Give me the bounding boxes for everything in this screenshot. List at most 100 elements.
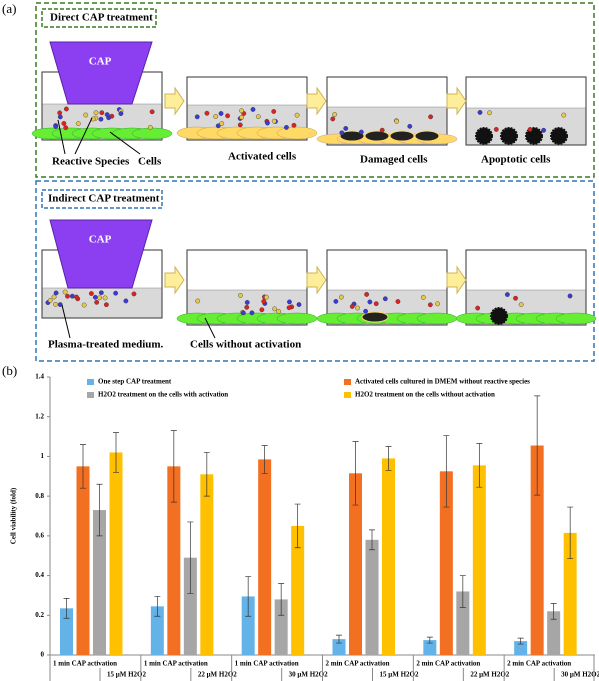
reactive-species: [118, 111, 124, 117]
reactive-species: [90, 116, 96, 122]
bar: [291, 525, 305, 655]
reactive-species: [338, 294, 344, 300]
reactive-species: [527, 127, 533, 132]
diagram-label: Cells: [138, 156, 162, 168]
reactive-species: [215, 123, 221, 129]
indirect-title: Indirect CAP treatment: [48, 193, 160, 205]
reactive-species: [349, 304, 355, 309]
reactive-species: [286, 305, 292, 311]
error-bar: [443, 435, 450, 508]
y-tick-label: 0.8: [35, 492, 44, 500]
reactive-species: [339, 130, 345, 136]
reactive-species: [53, 290, 59, 296]
reactive-species: [103, 302, 109, 308]
reactive-species: [238, 293, 243, 298]
error-bar: [476, 443, 483, 488]
reactive-species: [113, 290, 119, 296]
reactive-species: [363, 308, 368, 314]
reactive-species: [259, 307, 265, 313]
reactive-species: [92, 294, 98, 300]
reactive-species: [81, 302, 87, 308]
bar: [274, 599, 288, 655]
legend-swatch: [344, 379, 351, 385]
reactive-species: [57, 302, 63, 307]
reactive-species: [98, 116, 104, 122]
reactive-species: [395, 299, 401, 304]
reactive-species: [513, 295, 518, 301]
reactive-species: [333, 298, 339, 304]
reactive-species: [239, 108, 244, 114]
reactive-species: [53, 124, 59, 129]
bar: [349, 473, 362, 655]
y-axis-label: Cell viability (fold): [10, 487, 18, 544]
reactive-species: [244, 304, 250, 310]
error-bar: [385, 446, 392, 471]
reactive-species: [123, 298, 129, 304]
cap-source: [49, 219, 153, 289]
error-bar: [96, 483, 103, 537]
reactive-species: [561, 112, 567, 118]
reactive-species: [276, 308, 282, 314]
reactive-species: [255, 114, 261, 120]
x-tick-sublabel: 30 μM H2O2: [289, 671, 328, 679]
diagram-label: Apoptotic cells: [481, 154, 551, 166]
damaged-cell: [339, 130, 365, 142]
error-bar: [567, 506, 574, 560]
reactive-species: [271, 118, 277, 124]
error-bar: [203, 452, 210, 497]
reactive-species: [93, 110, 99, 116]
step-arrow: [306, 86, 327, 116]
reactive-species: [373, 301, 379, 307]
cap-label: CAP: [89, 234, 112, 246]
panel-label: (a): [2, 1, 16, 16]
reactive-species: [102, 295, 108, 301]
diagram-label: Reactive Species: [52, 156, 130, 168]
bar: [60, 608, 73, 655]
bar: [530, 445, 544, 655]
y-tick-label: 0.6: [35, 531, 44, 539]
pointer: [57, 119, 66, 155]
error-bar: [80, 444, 86, 489]
reactive-species: [69, 293, 75, 299]
reactive-species: [420, 294, 426, 300]
error-bar: [369, 529, 375, 551]
pointer: [204, 317, 216, 339]
indirect-title-box: [41, 189, 163, 209]
reactive-species: [219, 121, 225, 126]
error-bar: [170, 430, 177, 503]
bar: [382, 458, 395, 655]
bar: [563, 532, 577, 655]
reactive-species: [487, 110, 492, 116]
reactive-species: [364, 292, 370, 297]
damaged-cell: [364, 130, 390, 142]
bar: [109, 452, 123, 655]
bar: [365, 539, 379, 655]
apoptotic-cell: [500, 127, 518, 145]
cap-source: [49, 41, 153, 105]
bar: [93, 510, 106, 655]
reactive-species: [218, 111, 224, 116]
reactive-species: [504, 292, 510, 297]
step-arrow: [164, 86, 185, 116]
reactive-species: [284, 124, 289, 130]
y-tick-label: 0.4: [35, 571, 44, 579]
x-tick-sublabel: 22 μM H2O2: [470, 671, 509, 679]
reactive-species: [367, 299, 373, 305]
reactive-species: [47, 298, 53, 303]
reactive-species: [57, 110, 63, 116]
direct-box: [35, 2, 595, 178]
reactive-species: [382, 296, 388, 302]
bar: [241, 596, 255, 655]
reactive-species: [98, 290, 104, 296]
reactive-species: [204, 110, 210, 116]
bar: [76, 466, 90, 655]
cell: [276, 126, 318, 140]
reactive-species: [379, 127, 385, 133]
reactive-species: [493, 127, 499, 132]
pointer: [61, 304, 71, 339]
reactive-species: [88, 291, 94, 296]
reactive-species: [294, 112, 300, 118]
diagram-label: Activated cells: [228, 151, 297, 163]
apoptotic-cell: [490, 307, 508, 325]
error-bar: [187, 521, 194, 594]
